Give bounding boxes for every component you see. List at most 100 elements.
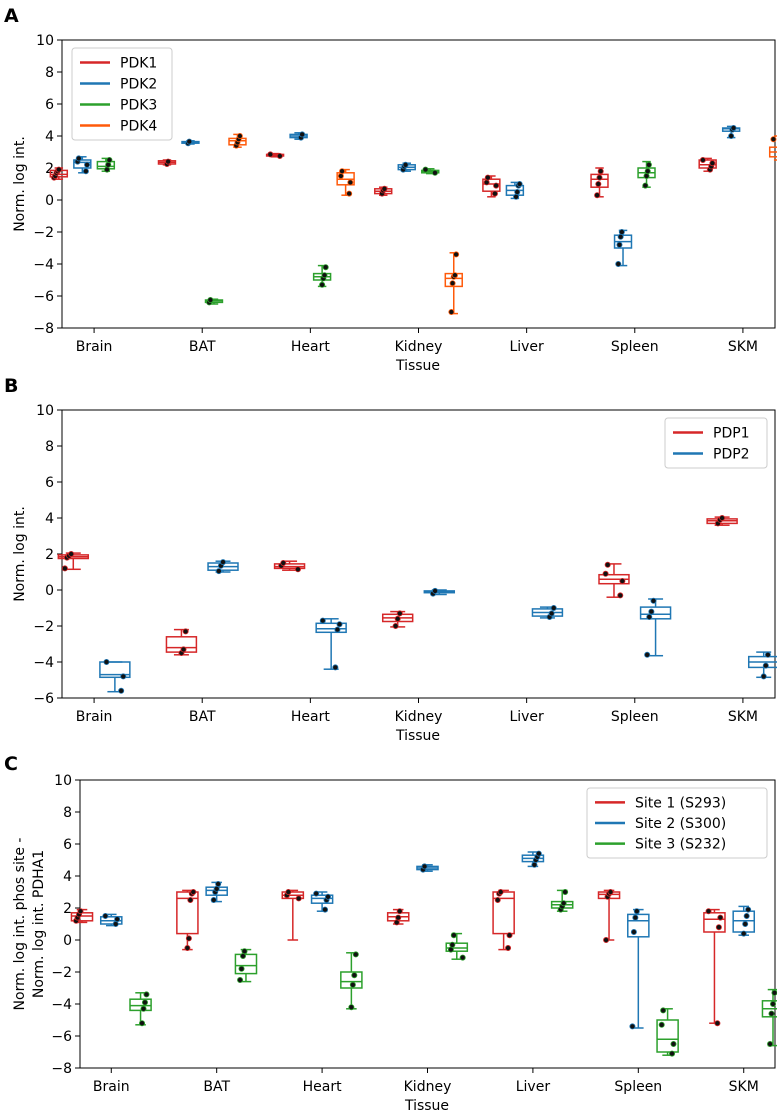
data-point (767, 1041, 774, 1048)
data-point (633, 908, 640, 915)
box (732, 905, 756, 937)
box (312, 264, 332, 288)
box-body (99, 661, 131, 679)
x-tick-label: Brain (93, 1079, 130, 1095)
data-point (491, 190, 498, 197)
series-site-3-s232 (129, 889, 777, 1057)
box (289, 131, 308, 141)
y-tick-label: 8 (63, 805, 72, 821)
data-point (505, 945, 512, 952)
data-point (351, 972, 358, 979)
y-tick-label: −4 (33, 257, 54, 273)
data-point (597, 168, 604, 175)
box (656, 1007, 679, 1057)
data-point (643, 172, 650, 179)
y-axis: −8 −6 −4 −2 0 2 4 6 8 10 (33, 33, 62, 337)
data-point (516, 180, 523, 187)
box (421, 166, 440, 176)
data-point (705, 908, 712, 915)
x-axis-title: Tissue (395, 358, 440, 374)
panel-letter: A (4, 5, 19, 27)
panel-c: C −8 −6 −4 −2 0 2 4 6 8 10 Brain BAT Heart Kidney Liv… (4, 753, 777, 1112)
data-point (450, 932, 457, 939)
box (639, 597, 672, 658)
data-point (77, 908, 84, 915)
data-point (236, 132, 243, 139)
data-point (595, 180, 602, 187)
data-point (494, 897, 501, 904)
data-point (184, 945, 191, 952)
data-point (180, 646, 187, 653)
x-tick-label: Heart (291, 339, 330, 355)
data-point (84, 161, 91, 168)
data-point (514, 188, 521, 195)
panel-a: A −8 −6 −4 −2 0 2 4 6 8 10 Brain BAT Heart Kidney Liv… (4, 5, 777, 374)
data-point (607, 889, 614, 896)
plot-area (70, 850, 777, 1057)
data-point (422, 166, 429, 173)
legend-label: PDK4 (120, 119, 157, 135)
data-point (207, 296, 214, 303)
data-point (619, 578, 626, 585)
box-body (73, 159, 92, 169)
y-tick-label: −6 (33, 289, 54, 305)
legend-item: PDK3 (80, 98, 157, 114)
data-point (730, 125, 737, 132)
data-point (715, 924, 722, 931)
box (129, 991, 152, 1027)
data-point (220, 559, 227, 566)
y-tick-label: −2 (33, 225, 54, 241)
y-tick-label: 8 (45, 439, 54, 455)
x-tick-label: Brain (76, 339, 113, 355)
x-tick-label: Liver (509, 339, 544, 355)
data-point (617, 233, 624, 240)
data-point (562, 889, 569, 896)
panel-b: B −6 −4 −2 0 2 4 6 8 10 Brain BAT Heart Kidney Liver… (4, 375, 777, 744)
data-point (186, 138, 193, 145)
box (445, 932, 469, 961)
box (310, 890, 334, 913)
data-point (280, 560, 287, 567)
data-point (105, 161, 112, 168)
data-point (670, 1041, 677, 1048)
data-point (285, 889, 292, 896)
data-point (106, 156, 113, 163)
data-point (618, 228, 625, 235)
box-body (590, 173, 609, 188)
box (397, 161, 416, 173)
x-axis-title: Tissue (404, 1098, 449, 1112)
data-point (141, 999, 148, 1006)
box (747, 651, 777, 680)
data-point (381, 185, 388, 192)
box (768, 135, 777, 161)
y-tick-label: 10 (36, 403, 54, 419)
y-tick-label: −8 (51, 1061, 72, 1077)
y-tick-label: 4 (45, 129, 54, 145)
x-tick-label: BAT (189, 709, 216, 725)
data-point (719, 515, 726, 522)
x-tick-label: Heart (303, 1079, 342, 1095)
box (416, 863, 439, 873)
data-point (646, 614, 653, 621)
data-point (644, 651, 651, 658)
data-point (102, 913, 109, 920)
box-body (482, 178, 501, 192)
x-tick-label: SKM (728, 709, 758, 725)
y-tick-label: 8 (45, 65, 54, 81)
series-site-2-s300 (99, 850, 756, 1030)
data-point (187, 897, 194, 904)
x-tick-label: Liver (509, 709, 544, 725)
data-point (699, 156, 706, 163)
data-point (394, 615, 401, 622)
box (761, 988, 777, 1048)
data-point (55, 166, 62, 173)
data-point (295, 895, 302, 902)
box (703, 908, 726, 1027)
data-point (550, 605, 557, 612)
legend-item: Site 2 (S300) (595, 816, 726, 832)
data-point (237, 977, 244, 984)
data-point (103, 659, 110, 666)
box (374, 185, 393, 197)
data-point (548, 610, 555, 617)
data-point (497, 889, 504, 896)
